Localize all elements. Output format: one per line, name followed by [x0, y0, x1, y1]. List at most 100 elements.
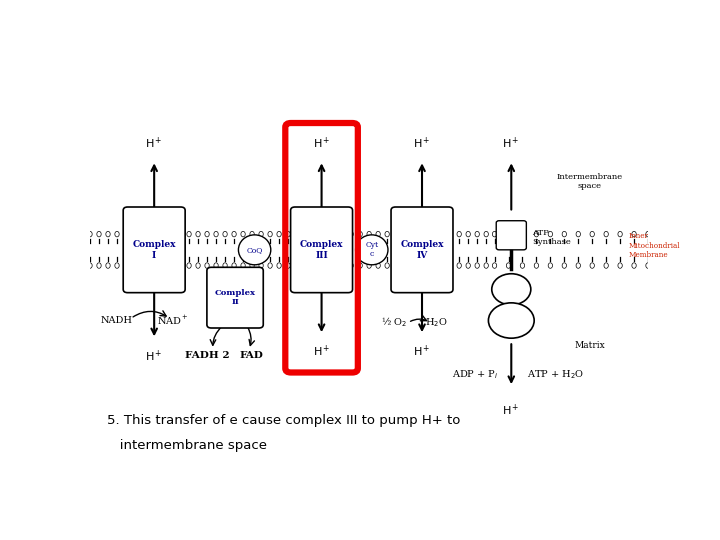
Ellipse shape [331, 263, 336, 268]
Text: 5. This transfer of e cause complex III to pump H+ to: 5. This transfer of e cause complex III … [107, 414, 460, 427]
Ellipse shape [484, 231, 488, 237]
Ellipse shape [142, 231, 146, 237]
Ellipse shape [232, 263, 236, 268]
Ellipse shape [576, 231, 580, 237]
Text: Cyt
c: Cyt c [365, 241, 378, 259]
Text: CoQ: CoQ [246, 246, 263, 254]
Ellipse shape [430, 263, 434, 268]
Ellipse shape [448, 263, 452, 268]
Ellipse shape [250, 231, 254, 237]
Text: H$^+$: H$^+$ [312, 344, 330, 359]
Ellipse shape [356, 235, 388, 265]
Ellipse shape [340, 231, 344, 237]
Text: H$^+$: H$^+$ [145, 136, 163, 151]
Ellipse shape [124, 231, 128, 237]
Ellipse shape [322, 263, 326, 268]
Text: Complex
I: Complex I [132, 240, 176, 260]
Ellipse shape [205, 263, 210, 268]
Ellipse shape [367, 231, 372, 237]
Ellipse shape [385, 263, 390, 268]
FancyBboxPatch shape [207, 267, 264, 328]
Ellipse shape [259, 231, 264, 237]
Ellipse shape [238, 235, 271, 265]
Ellipse shape [169, 231, 174, 237]
Ellipse shape [295, 263, 300, 268]
Ellipse shape [106, 263, 110, 268]
Ellipse shape [385, 231, 390, 237]
Ellipse shape [576, 263, 580, 268]
Ellipse shape [367, 263, 372, 268]
Ellipse shape [268, 263, 272, 268]
Text: ATP + H$_2$O: ATP + H$_2$O [527, 368, 585, 381]
Ellipse shape [590, 231, 595, 237]
Ellipse shape [394, 263, 398, 268]
Text: ½ O$_2$: ½ O$_2$ [381, 316, 408, 329]
Text: Inner
Mitochondrial
Membrane: Inner Mitochondrial Membrane [629, 233, 680, 259]
Ellipse shape [394, 231, 398, 237]
Text: H$^+$: H$^+$ [413, 344, 431, 359]
Ellipse shape [376, 231, 380, 237]
Ellipse shape [562, 231, 567, 237]
Ellipse shape [457, 231, 462, 237]
Ellipse shape [618, 263, 622, 268]
Ellipse shape [142, 263, 146, 268]
Ellipse shape [133, 263, 138, 268]
Ellipse shape [475, 263, 480, 268]
Ellipse shape [506, 231, 510, 237]
Ellipse shape [492, 263, 497, 268]
Ellipse shape [466, 263, 470, 268]
Ellipse shape [196, 231, 200, 237]
Ellipse shape [534, 263, 539, 268]
Ellipse shape [160, 231, 164, 237]
Ellipse shape [448, 231, 452, 237]
FancyBboxPatch shape [496, 221, 526, 250]
Text: ADP + P$_i$: ADP + P$_i$ [452, 368, 498, 381]
Ellipse shape [205, 231, 210, 237]
Text: Complex
III: Complex III [300, 240, 343, 260]
Text: Complex
II: Complex II [215, 289, 256, 306]
Ellipse shape [475, 231, 480, 237]
Ellipse shape [223, 263, 228, 268]
Ellipse shape [187, 263, 192, 268]
Text: FAD: FAD [240, 352, 264, 360]
Text: Complex
IV: Complex IV [400, 240, 444, 260]
Ellipse shape [492, 231, 497, 237]
Ellipse shape [88, 263, 92, 268]
Ellipse shape [88, 231, 92, 237]
Ellipse shape [187, 231, 192, 237]
Ellipse shape [590, 263, 595, 268]
Ellipse shape [151, 263, 156, 268]
Ellipse shape [632, 263, 636, 268]
Ellipse shape [646, 263, 650, 268]
Ellipse shape [340, 263, 344, 268]
FancyBboxPatch shape [123, 207, 185, 293]
Ellipse shape [96, 263, 102, 268]
Ellipse shape [304, 263, 308, 268]
Ellipse shape [548, 231, 552, 237]
Ellipse shape [178, 263, 182, 268]
Ellipse shape [223, 231, 228, 237]
Ellipse shape [286, 263, 290, 268]
Ellipse shape [358, 231, 362, 237]
Ellipse shape [214, 263, 218, 268]
Ellipse shape [114, 231, 120, 237]
Text: H$^+$: H$^+$ [312, 136, 330, 151]
Ellipse shape [304, 231, 308, 237]
Ellipse shape [277, 231, 282, 237]
Ellipse shape [169, 263, 174, 268]
Text: ATP
Synthase: ATP Synthase [533, 229, 571, 246]
Ellipse shape [96, 231, 102, 237]
Ellipse shape [604, 231, 608, 237]
Text: Matrix: Matrix [574, 341, 605, 350]
Text: H$^+$: H$^+$ [503, 402, 520, 417]
Ellipse shape [114, 263, 120, 268]
Ellipse shape [331, 231, 336, 237]
Ellipse shape [439, 231, 444, 237]
Text: H$^+$: H$^+$ [503, 136, 520, 151]
Ellipse shape [521, 231, 525, 237]
Text: H$_2$O: H$_2$O [425, 316, 447, 329]
Ellipse shape [232, 231, 236, 237]
Ellipse shape [295, 231, 300, 237]
Ellipse shape [376, 263, 380, 268]
Ellipse shape [214, 231, 218, 237]
